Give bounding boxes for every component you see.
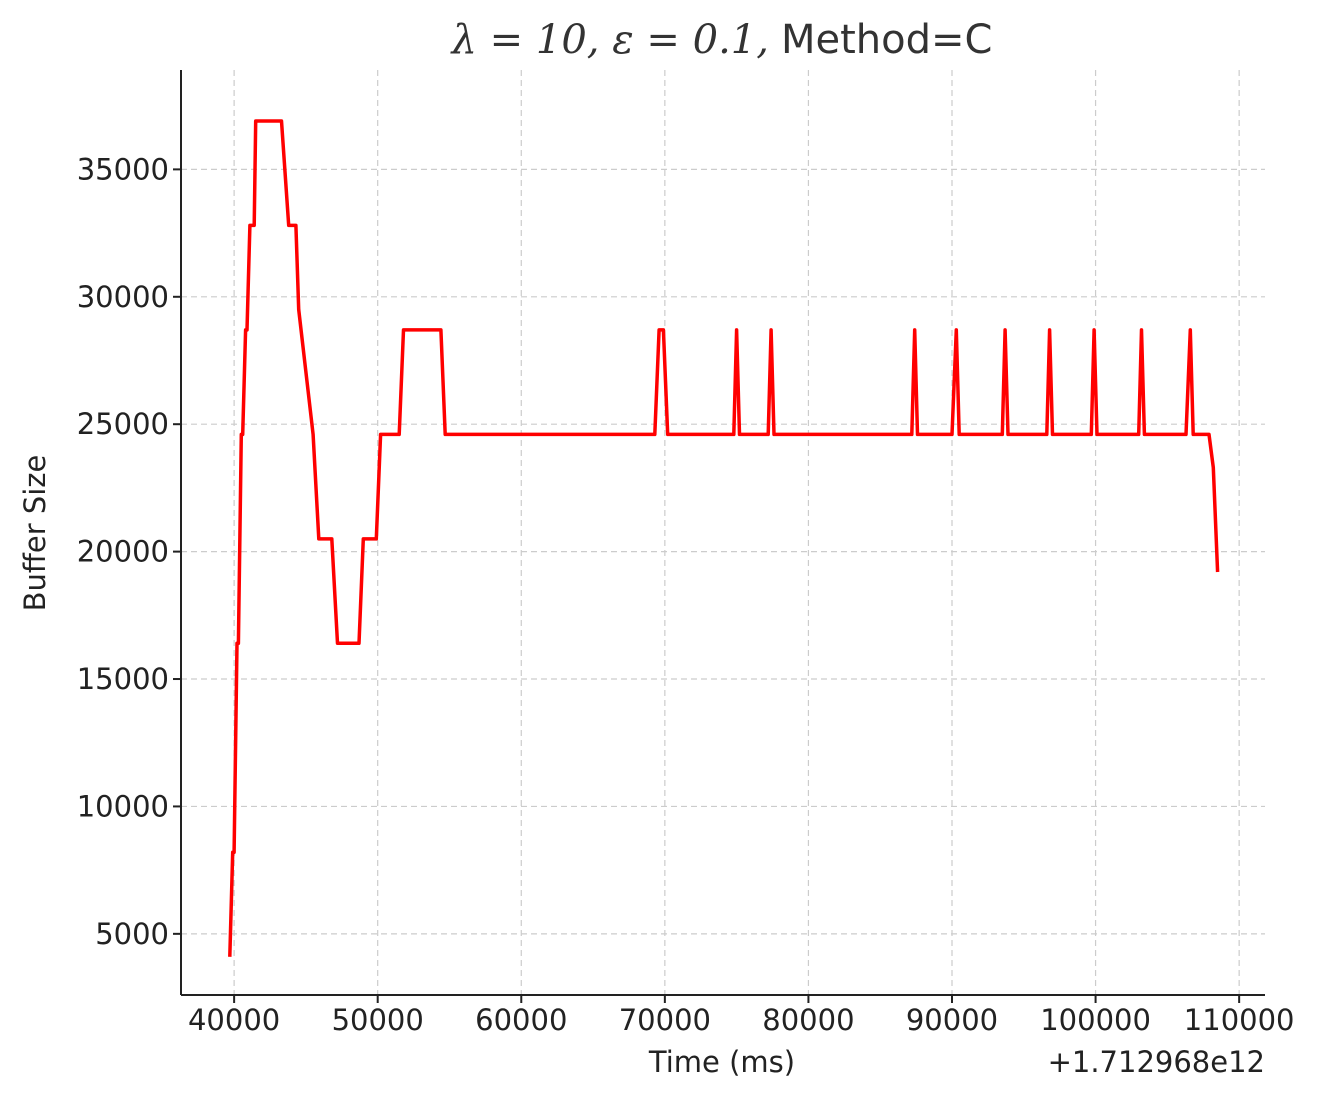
x-axis-offset-label: +1.712968e12	[1048, 1045, 1265, 1079]
x-tick-label: 60000	[475, 1003, 567, 1037]
chart-title: λ = 10, ε = 0.1, Method=C	[450, 17, 993, 63]
y-axis-label: Buffer Size	[18, 455, 52, 612]
y-tick-label: 5000	[95, 917, 169, 951]
y-tick-label: 30000	[77, 280, 169, 314]
x-tick-label: 80000	[762, 1003, 854, 1037]
y-tick-label: 35000	[77, 152, 169, 186]
y-tick-label: 25000	[77, 407, 169, 441]
y-ticks: 5000 10000 15000 20000 25000 30000 35000	[77, 152, 181, 951]
y-tick-label: 20000	[77, 535, 169, 569]
buffer-size-line	[228, 119, 1220, 957]
x-tick-label: 70000	[619, 1003, 711, 1037]
x-tick-label: 100000	[1040, 1003, 1151, 1037]
x-tick-label: 50000	[332, 1003, 424, 1037]
x-tick-label: 40000	[188, 1003, 280, 1037]
y-tick-label: 10000	[77, 789, 169, 823]
axes	[180, 70, 1265, 996]
grid-lines	[181, 70, 1265, 995]
x-tick-label: 90000	[906, 1003, 998, 1037]
chart-title-math: λ = 10, ε = 0.1,	[450, 17, 769, 63]
x-ticks: 40000 50000 60000 70000 80000 90000 100000 1100…	[188, 995, 1295, 1037]
series-layer	[228, 119, 1220, 957]
y-tick-label: 15000	[77, 662, 169, 696]
x-tick-label: 110000	[1184, 1003, 1295, 1037]
chart-title-text: Method=C	[781, 17, 992, 63]
x-axis-label: Time (ms)	[648, 1045, 795, 1079]
